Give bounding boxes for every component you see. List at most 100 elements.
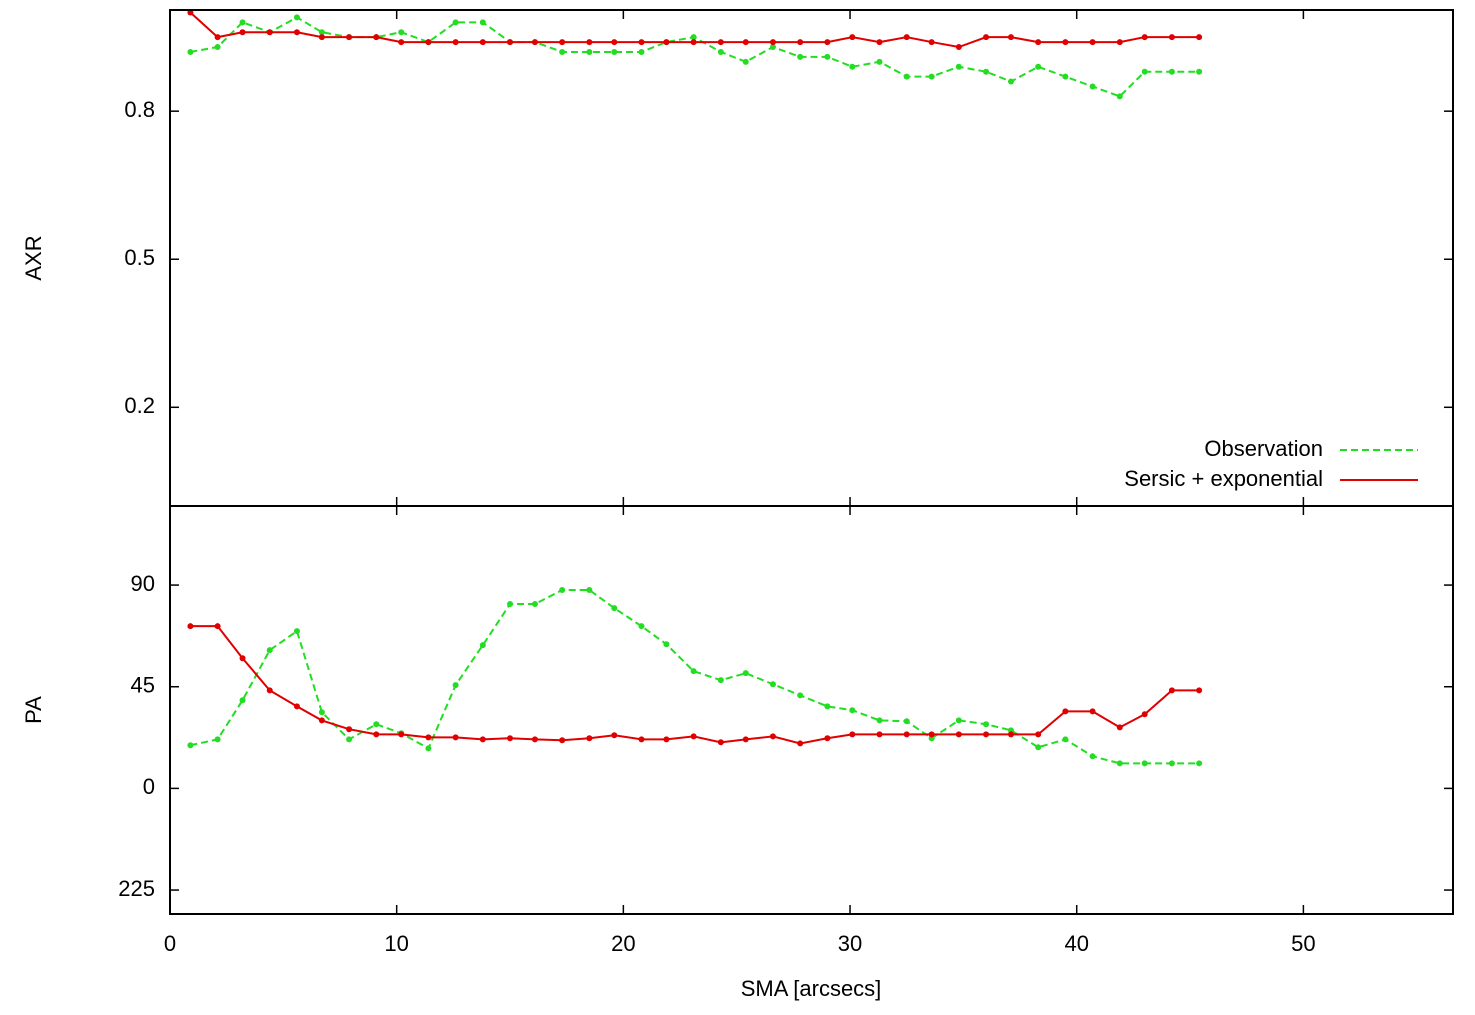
data-point xyxy=(1089,39,1096,46)
y-tick-label: 0.8 xyxy=(124,97,155,122)
data-point xyxy=(1168,687,1175,694)
data-point xyxy=(876,731,883,738)
data-point xyxy=(769,44,776,51)
data-point xyxy=(717,677,724,684)
data-point xyxy=(479,736,486,743)
data-point xyxy=(849,63,856,70)
data-point xyxy=(1168,34,1175,41)
x-tick-label: 50 xyxy=(1291,931,1315,956)
data-point xyxy=(717,39,724,46)
data-point xyxy=(876,717,883,724)
data-point xyxy=(1062,736,1069,743)
data-point xyxy=(479,19,486,26)
plot-frame xyxy=(169,9,1454,507)
y-axis-label: AXR xyxy=(21,235,46,280)
data-point xyxy=(1168,760,1175,767)
data-point xyxy=(983,34,990,41)
data-point xyxy=(742,670,749,677)
data-point xyxy=(663,736,670,743)
data-point xyxy=(849,34,856,41)
data-point xyxy=(742,736,749,743)
data-point xyxy=(1007,731,1014,738)
data-point xyxy=(531,736,538,743)
data-point xyxy=(531,601,538,608)
data-point xyxy=(742,39,749,46)
data-point xyxy=(318,717,325,724)
data-point xyxy=(586,48,593,55)
data-point xyxy=(955,63,962,70)
data-point xyxy=(1116,724,1123,731)
y-tick-label: 0 xyxy=(143,774,155,799)
data-point xyxy=(876,58,883,65)
data-point xyxy=(559,39,566,46)
series-line xyxy=(190,589,1200,765)
data-point xyxy=(239,19,246,26)
data-point xyxy=(824,39,831,46)
data-point xyxy=(239,29,246,36)
data-point xyxy=(318,34,325,41)
data-point xyxy=(214,736,221,743)
data-point xyxy=(1196,687,1203,694)
data-point xyxy=(1089,753,1096,760)
data-point xyxy=(769,681,776,688)
data-point xyxy=(983,731,990,738)
data-point xyxy=(1141,760,1148,767)
series-line xyxy=(190,16,1200,98)
data-point xyxy=(955,731,962,738)
data-point xyxy=(611,48,618,55)
data-point xyxy=(214,34,221,41)
data-point xyxy=(373,731,380,738)
data-point xyxy=(849,731,856,738)
data-point xyxy=(1141,711,1148,718)
data-point xyxy=(1196,68,1203,75)
series-line xyxy=(190,625,1200,745)
x-tick-label: 40 xyxy=(1064,931,1088,956)
data-point xyxy=(797,39,804,46)
data-point xyxy=(452,734,459,741)
data-point xyxy=(293,14,300,21)
data-point xyxy=(638,623,645,630)
data-point xyxy=(318,709,325,716)
data-point xyxy=(797,692,804,699)
data-point xyxy=(690,668,697,675)
x-tick-label: 0 xyxy=(164,931,176,956)
data-point xyxy=(824,53,831,60)
y-tick-label: 45 xyxy=(131,673,155,698)
data-point xyxy=(1141,68,1148,75)
data-point xyxy=(531,39,538,46)
data-point xyxy=(769,733,776,740)
data-point xyxy=(983,68,990,75)
y-tick-label: 0.5 xyxy=(124,245,155,270)
data-point xyxy=(849,707,856,714)
data-point xyxy=(690,39,697,46)
data-point xyxy=(293,29,300,36)
data-point xyxy=(586,735,593,742)
data-point xyxy=(586,39,593,46)
data-point xyxy=(928,731,935,738)
data-point xyxy=(663,39,670,46)
data-point xyxy=(559,737,566,744)
data-point xyxy=(797,740,804,747)
data-point xyxy=(346,736,353,743)
legend-label: Sersic + exponential xyxy=(1124,466,1323,491)
data-point xyxy=(452,682,459,689)
data-point xyxy=(586,587,593,594)
data-point xyxy=(955,44,962,51)
data-point xyxy=(266,647,273,654)
data-point xyxy=(187,623,194,630)
data-point xyxy=(1035,731,1042,738)
data-point xyxy=(507,601,514,608)
data-point xyxy=(742,58,749,65)
data-point xyxy=(398,39,405,46)
data-point xyxy=(1007,78,1014,85)
data-point xyxy=(1116,39,1123,46)
data-point xyxy=(559,48,566,55)
data-point xyxy=(611,39,618,46)
data-point xyxy=(611,732,618,739)
data-point xyxy=(663,641,670,648)
data-point xyxy=(425,734,432,741)
data-point xyxy=(1062,73,1069,80)
data-point xyxy=(638,736,645,743)
data-point xyxy=(903,718,910,725)
data-point xyxy=(266,29,273,36)
